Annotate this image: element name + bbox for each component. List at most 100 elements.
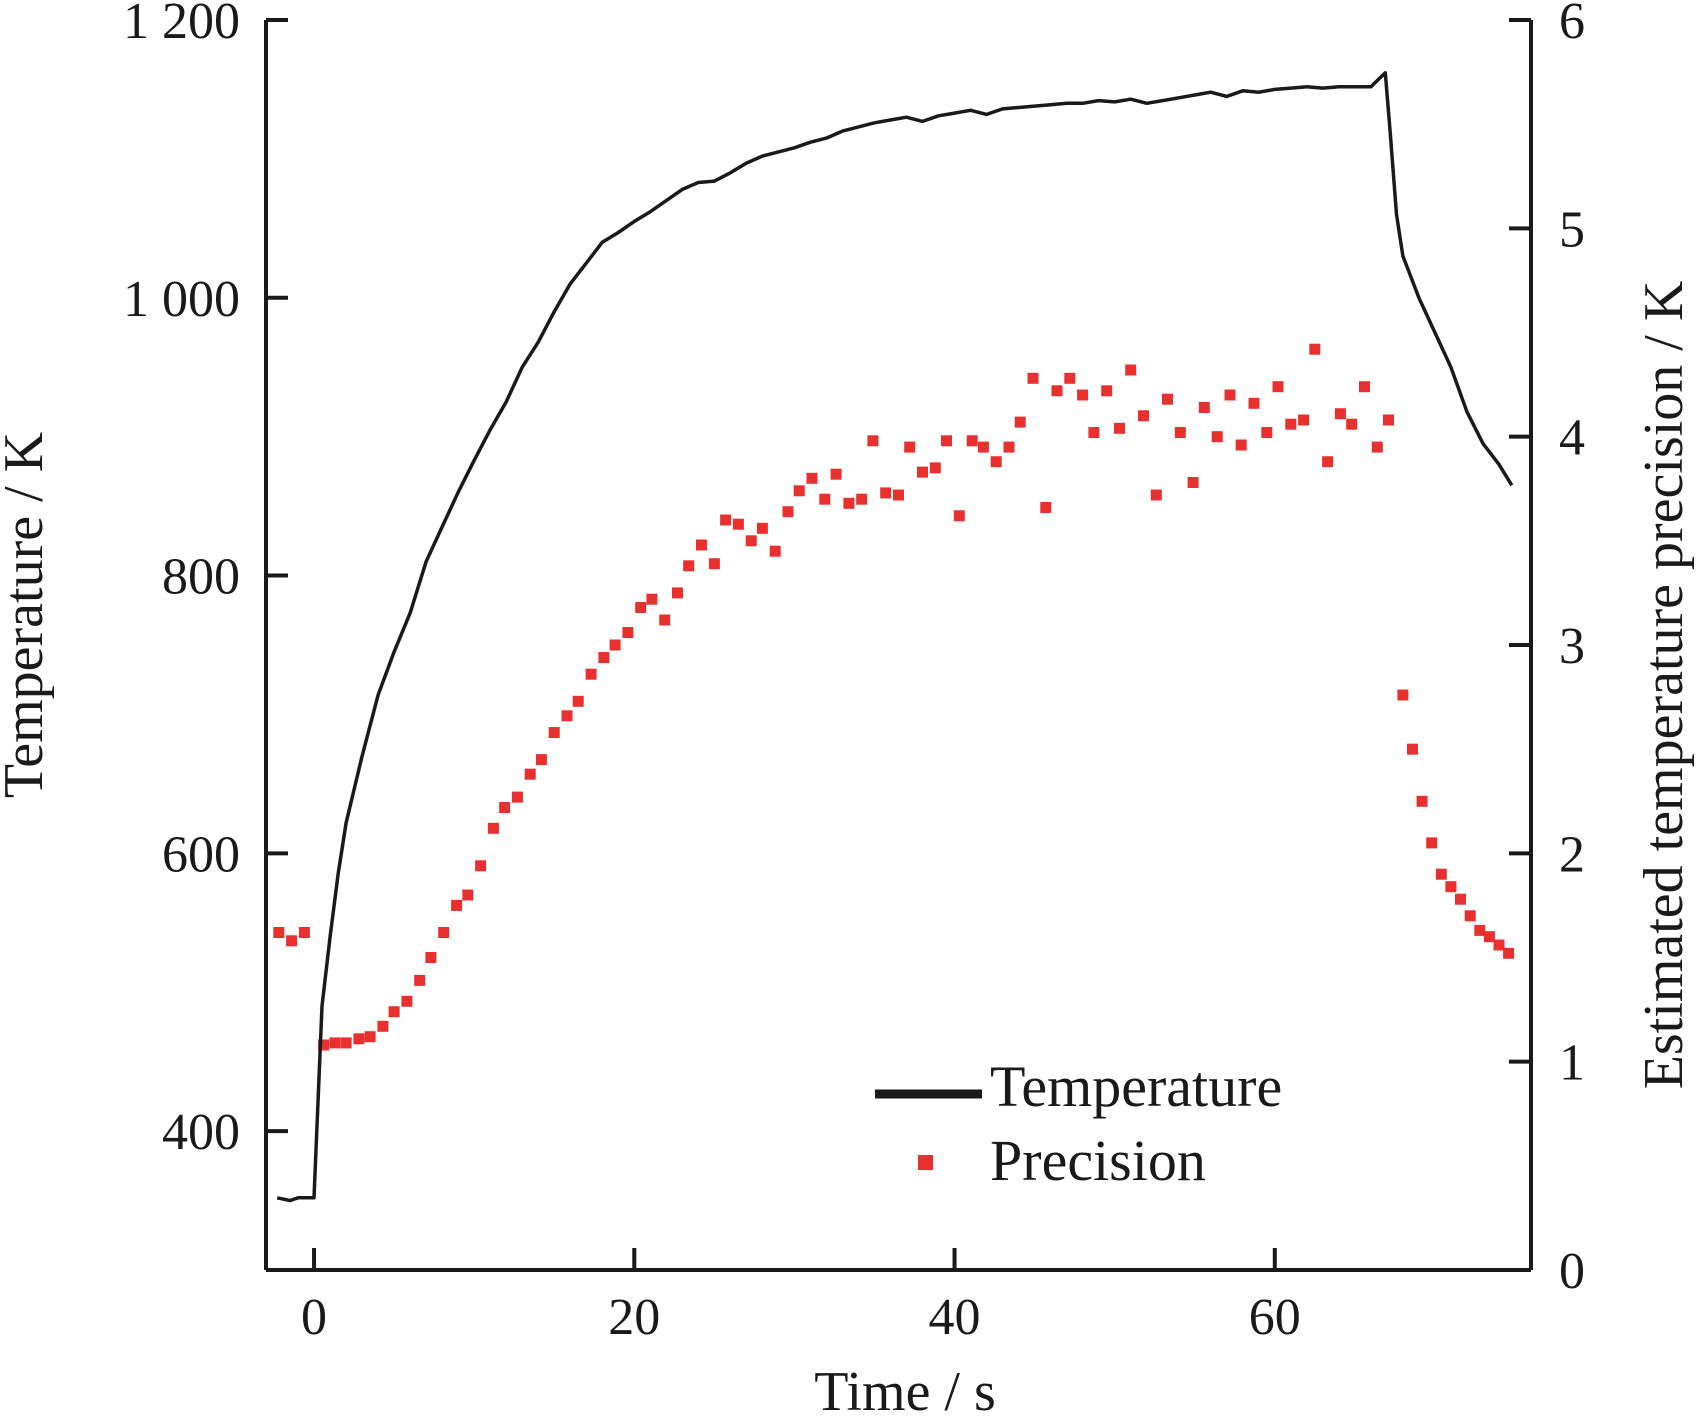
- y-left-tick-label: 1 200: [123, 0, 240, 50]
- precision-point: [572, 695, 584, 707]
- y-right-tick-label: 3: [1559, 618, 1585, 675]
- precision-point: [377, 1020, 389, 1032]
- precision-point: [1003, 441, 1015, 453]
- y-left-tick-label: 400: [162, 1104, 240, 1161]
- precision-point: [1174, 427, 1186, 438]
- precision-point: [1334, 408, 1346, 420]
- left-axis-ticks: 400 600 800 1 000 1 200: [123, 0, 288, 1161]
- precision-point: [1416, 795, 1428, 807]
- precision-point: [1483, 931, 1495, 943]
- precision-point: [1162, 393, 1173, 405]
- precision-point: [756, 522, 768, 534]
- precision-point: [769, 545, 781, 557]
- precision-point: [487, 822, 499, 834]
- legend: Temperature Precision: [875, 1054, 1282, 1193]
- precision-point: [1474, 924, 1486, 936]
- precision-point: [990, 456, 1002, 468]
- precision-point: [659, 614, 671, 626]
- precision-point: [1455, 893, 1466, 905]
- precision-point: [635, 602, 647, 613]
- y-right-tick-label: 0: [1559, 1243, 1585, 1300]
- y-axis-left-title: Temperature / K: [0, 432, 55, 798]
- precision-point: [499, 802, 511, 813]
- precision-point: [929, 462, 941, 474]
- precision-point: [1187, 477, 1199, 488]
- y-left-tick-label: 1 000: [123, 271, 240, 328]
- precision-point: [1445, 881, 1457, 893]
- precision-point: [793, 485, 805, 497]
- precision-point: [1051, 385, 1063, 397]
- precision-point: [561, 710, 573, 722]
- precision-point: [1138, 410, 1149, 422]
- plot-frame: [264, 20, 1533, 1272]
- precision-point: [843, 497, 855, 509]
- precision-point: [696, 539, 707, 551]
- precision-point: [745, 535, 757, 547]
- precision-point: [622, 627, 634, 638]
- precision-point: [1346, 418, 1358, 430]
- precision-point: [1125, 364, 1137, 376]
- temperature-series: [276, 71, 1514, 1203]
- precision-point: [1383, 414, 1394, 426]
- precision-point: [364, 1031, 376, 1043]
- precision-point: [511, 791, 523, 803]
- precision-point: [462, 889, 474, 901]
- precision-point: [318, 1039, 330, 1051]
- y-right-tick-label: 5: [1559, 201, 1585, 258]
- precision-point: [1248, 397, 1260, 409]
- legend-precision-swatch: [918, 1155, 933, 1170]
- precision-point: [425, 952, 437, 963]
- precision-point: [1077, 389, 1089, 401]
- precision-point: [1371, 441, 1383, 453]
- precision-point: [524, 768, 536, 780]
- legend-temperature-label: Temperature: [990, 1054, 1282, 1119]
- precision-point: [298, 927, 310, 938]
- precision-point: [598, 652, 610, 663]
- precision-point: [1150, 489, 1162, 501]
- x-axis-ticks: 0 20 40 60: [301, 1248, 1301, 1346]
- precision-point: [1426, 837, 1438, 849]
- y-left-tick-label: 800: [162, 549, 240, 606]
- precision-point: [1014, 416, 1026, 428]
- precision-point: [548, 727, 560, 738]
- precision-point: [966, 435, 978, 447]
- precision-point: [401, 995, 413, 1007]
- precision-point: [1101, 385, 1113, 397]
- precision-point: [1397, 689, 1409, 701]
- x-tick-label: 40: [929, 1289, 981, 1346]
- precision-point: [1435, 868, 1447, 880]
- precision-point: [977, 441, 989, 453]
- y-right-tick-label: 1: [1559, 1035, 1585, 1092]
- precision-point: [904, 441, 916, 453]
- precision-point: [414, 974, 426, 986]
- precision-series: [273, 343, 1515, 1051]
- precision-point: [1261, 427, 1273, 438]
- precision-point: [782, 506, 794, 518]
- y-axis-right-title: Estimated temperature precision / K: [1633, 281, 1695, 1090]
- precision-point: [1235, 439, 1247, 451]
- precision-point: [286, 935, 298, 947]
- precision-point: [1285, 418, 1297, 430]
- precision-point: [646, 593, 658, 605]
- precision-point: [1464, 910, 1476, 922]
- right-axis-ticks: 0 1 2 3 4 5 6: [1509, 0, 1585, 1300]
- precision-point: [1198, 402, 1210, 413]
- y-right-tick-label: 2: [1559, 826, 1585, 883]
- precision-point: [1027, 372, 1039, 384]
- y-right-tick-label: 4: [1559, 410, 1585, 467]
- precision-point: [1064, 372, 1076, 384]
- precision-point: [893, 489, 904, 501]
- precision-point: [353, 1033, 365, 1045]
- precision-point: [917, 466, 928, 478]
- precision-point: [609, 639, 621, 651]
- precision-point: [953, 510, 965, 522]
- precision-point: [388, 1006, 400, 1018]
- y-left-tick-label: 600: [162, 826, 240, 883]
- precision-point: [806, 472, 818, 484]
- precision-point: [1322, 456, 1334, 468]
- precision-point: [535, 754, 547, 766]
- precision-point: [819, 493, 831, 505]
- precision-point: [830, 468, 842, 480]
